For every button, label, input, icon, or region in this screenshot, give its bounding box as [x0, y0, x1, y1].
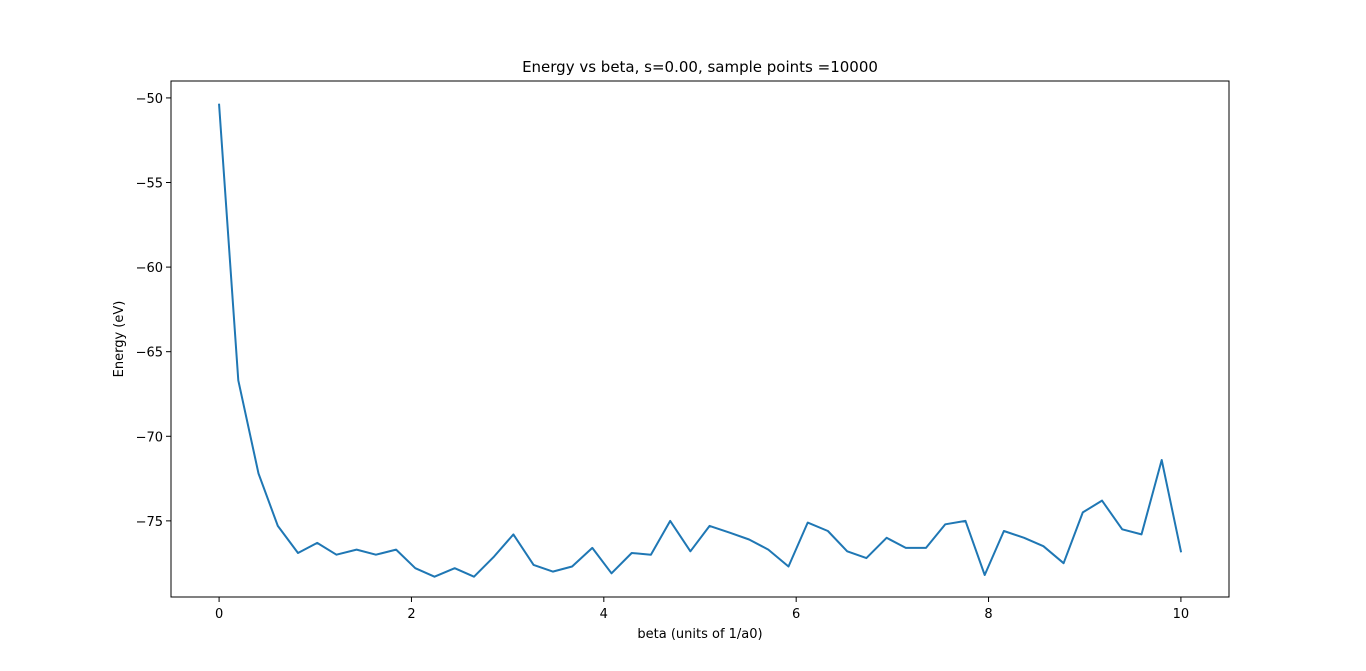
plot-area	[218, 103, 1183, 578]
x-tick-label: 2	[407, 607, 415, 622]
x-tick-label: 8	[984, 607, 992, 622]
chart-title: Energy vs beta, s=0.00, sample points =1…	[522, 58, 878, 76]
x-axis-label: beta (units of 1/a0)	[637, 627, 762, 642]
x-tick-label: 10	[1173, 607, 1190, 622]
axes-frame	[170, 80, 1230, 598]
y-tick-label: −70	[136, 430, 163, 445]
y-axis: −50 −55 −60 −65 −70 −75	[136, 92, 171, 530]
x-tick-label: 0	[215, 607, 223, 622]
y-tick-label: −60	[136, 261, 163, 276]
y-axis-label: Energy (eV)	[112, 301, 127, 378]
y-tick-label: −65	[136, 346, 163, 361]
series-line	[218, 103, 1183, 578]
y-tick-label: −75	[136, 515, 163, 530]
x-tick-label: 4	[600, 607, 608, 622]
y-tick-label: −55	[136, 177, 163, 192]
y-tick-label: −50	[136, 92, 163, 107]
x-axis: 0 2 4 6 8 10	[215, 597, 1189, 622]
x-tick-label: 6	[792, 607, 800, 622]
